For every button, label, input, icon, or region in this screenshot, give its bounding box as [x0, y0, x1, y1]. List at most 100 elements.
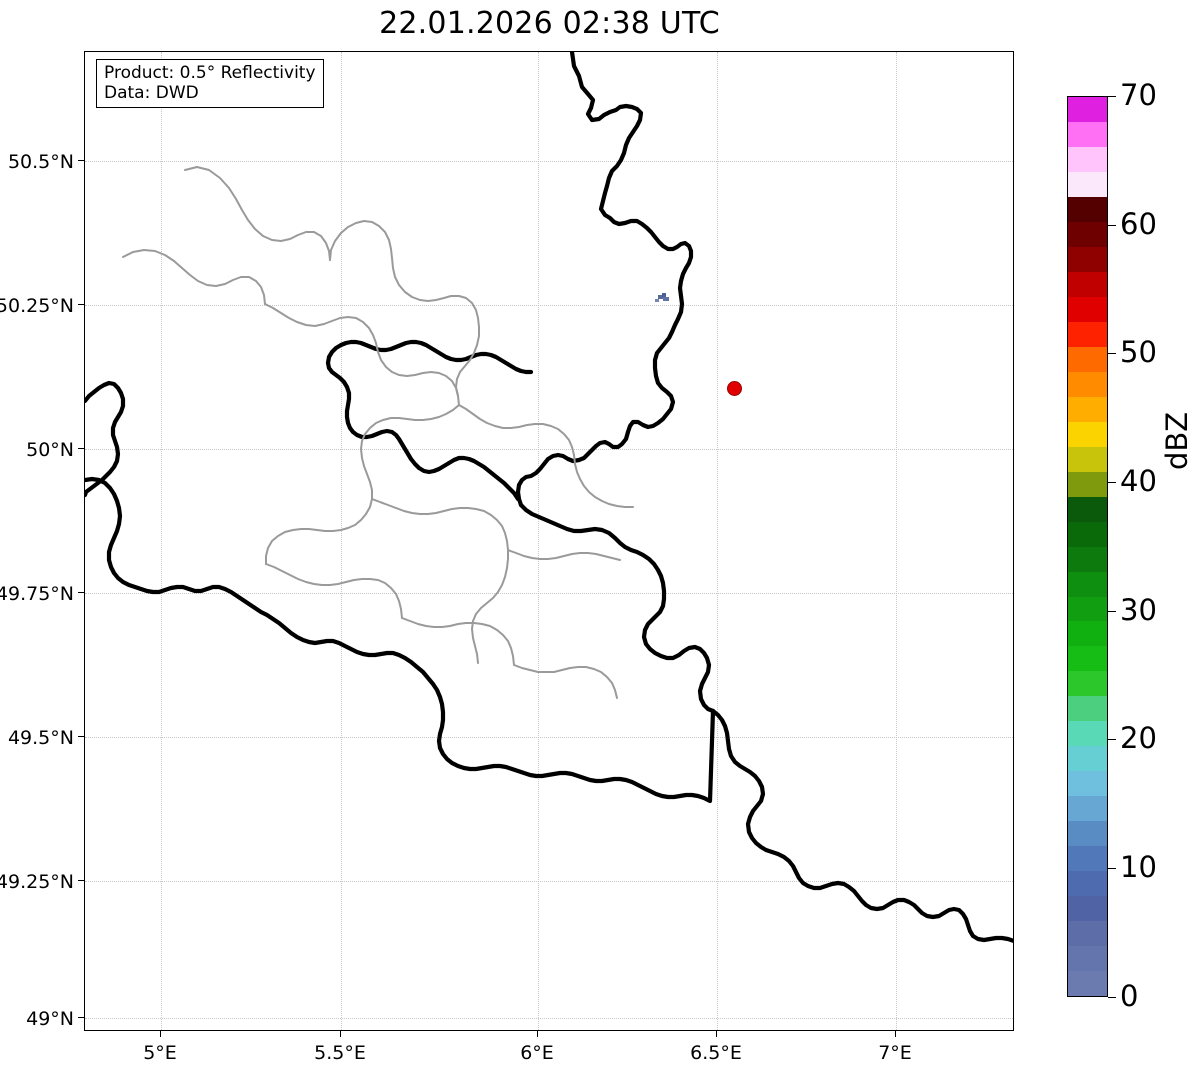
- colorbar-band: [1068, 396, 1107, 422]
- colorbar-band: [1068, 696, 1107, 722]
- radar-echo-cell: [658, 295, 663, 299]
- colorbar-band: [1068, 172, 1107, 197]
- gridline-lon-6.5: [717, 52, 718, 1030]
- radar-station-marker[interactable]: [727, 381, 742, 396]
- radar-map-axes[interactable]: Product: 0.5° Reflectivity Data: DWD: [84, 51, 1014, 1031]
- colorbar-band: [1068, 821, 1107, 847]
- cbar-tick-mark-60: [1108, 225, 1116, 226]
- info-product-line: Product: 0.5° Reflectivity: [104, 63, 316, 83]
- tick-mark-lon-5.5: [340, 1031, 341, 1037]
- border-belgium-france-southwest: [85, 476, 716, 804]
- info-data-line: Data: DWD: [104, 83, 199, 103]
- colorbar-axis-label: dBZ: [1160, 411, 1194, 470]
- colorbar-band: [1068, 197, 1107, 222]
- cbar-tick-label-40: 40: [1120, 464, 1157, 498]
- colorbar-band: [1068, 346, 1107, 372]
- cbar-tick-label-0: 0: [1120, 979, 1139, 1013]
- info-box: Product: 0.5° Reflectivity Data: DWD: [96, 59, 324, 108]
- tick-mark-lat-50: [78, 448, 84, 449]
- colorbar-band: [1068, 596, 1107, 622]
- tick-mark-lat-49.75: [78, 592, 84, 593]
- tick-mark-lat-49.5: [78, 736, 84, 737]
- cbar-tick-mark-40: [1108, 482, 1116, 483]
- lat-label-50.5: 50.5°N: [7, 151, 74, 173]
- colorbar-band: [1068, 97, 1107, 123]
- colorbar[interactable]: [1067, 96, 1108, 997]
- colorbar-band: [1068, 246, 1107, 272]
- lat-label-49.25: 49.25°N: [0, 871, 74, 893]
- colorbar-band: [1068, 796, 1107, 822]
- tick-mark-lat-50.25: [78, 304, 84, 305]
- map-plot-area[interactable]: Product: 0.5° Reflectivity Data: DWD: [85, 52, 1013, 1030]
- border-luxembourg-germany: [518, 502, 716, 714]
- colorbar-band: [1068, 921, 1107, 947]
- cbar-tick-mark-20: [1108, 739, 1116, 740]
- cbar-tick-mark-0: [1108, 997, 1116, 998]
- cbar-tick-mark-10: [1108, 868, 1116, 869]
- gridline-lat-49.25: [85, 881, 1013, 882]
- colorbar-band: [1068, 321, 1107, 347]
- gridline-lat-50.5: [85, 161, 1013, 162]
- tick-mark-lon-6.5: [716, 1031, 717, 1037]
- colorbar-band: [1068, 122, 1107, 148]
- gridline-lat-49: [85, 1018, 1013, 1019]
- border-belgium-germany-north: [515, 52, 694, 508]
- colorbar-band: [1068, 296, 1107, 322]
- colorbar-band: [1068, 846, 1107, 872]
- radar-echo-cell: [663, 297, 669, 301]
- tick-mark-lat-50.5: [78, 160, 84, 161]
- cbar-tick-mark-50: [1108, 353, 1116, 354]
- cbar-tick-mark-70: [1108, 96, 1116, 97]
- colorbar-band: [1068, 571, 1107, 597]
- radar-echo-cell: [662, 293, 666, 297]
- colorbar-band: [1068, 446, 1107, 472]
- gridline-lat-50.25: [85, 305, 1013, 306]
- cbar-tick-label-60: 60: [1120, 207, 1157, 241]
- gridline-lat-49.75: [85, 593, 1013, 594]
- colorbar-band: [1068, 546, 1107, 572]
- colorbar-band: [1068, 496, 1107, 522]
- gridline-lat-49.5: [85, 737, 1013, 738]
- borders-layer: [85, 52, 1013, 943]
- gridline-lon-6: [538, 52, 539, 1030]
- lat-label-50.25: 50.25°N: [0, 295, 74, 317]
- colorbar-band: [1068, 896, 1107, 922]
- lat-label-49.5: 49.5°N: [7, 727, 74, 749]
- cbar-tick-label-70: 70: [1120, 78, 1157, 112]
- colorbar-band: [1068, 871, 1107, 897]
- page-title: 22.01.2026 02:38 UTC: [379, 6, 720, 41]
- lat-label-50: 50°N: [26, 439, 74, 461]
- gridline-lon-5.5: [341, 52, 342, 1030]
- colorbar-band: [1068, 371, 1107, 397]
- gridline-lon-7: [896, 52, 897, 1030]
- cbar-tick-label-50: 50: [1120, 335, 1157, 369]
- colorbar-band: [1068, 521, 1107, 547]
- border-luxembourg-national: [325, 339, 534, 502]
- colorbar-band: [1068, 971, 1107, 996]
- radar-echo-cell: [655, 299, 659, 302]
- colorbar-band: [1068, 421, 1107, 447]
- colorbar-band: [1068, 721, 1107, 747]
- colorbar-band: [1068, 271, 1107, 297]
- tick-mark-lon-6: [537, 1031, 538, 1037]
- colorbar-band: [1068, 471, 1107, 497]
- cbar-tick-label-10: 10: [1120, 850, 1157, 884]
- tick-mark-lon-5: [160, 1031, 161, 1037]
- cbar-tick-label-20: 20: [1120, 721, 1157, 755]
- cbar-tick-mark-30: [1108, 611, 1116, 612]
- colorbar-band: [1068, 671, 1107, 697]
- cbar-tick-label-30: 30: [1120, 593, 1157, 627]
- colorbar-band: [1068, 621, 1107, 647]
- lon-label-7: 7°E: [878, 1042, 912, 1064]
- lon-label-5.5: 5.5°E: [314, 1042, 366, 1064]
- lon-label-6: 6°E: [520, 1042, 554, 1064]
- lat-label-49.75: 49.75°N: [0, 583, 74, 605]
- border-germany-france-southeast: [710, 708, 1013, 943]
- colorbar-band: [1068, 946, 1107, 972]
- gridline-lon-5: [161, 52, 162, 1030]
- tick-mark-lon-7: [895, 1031, 896, 1037]
- lon-label-6.5: 6.5°E: [690, 1042, 742, 1064]
- colorbar-band: [1068, 221, 1107, 247]
- colorbar-band: [1068, 746, 1107, 772]
- gridline-lat-50: [85, 449, 1013, 450]
